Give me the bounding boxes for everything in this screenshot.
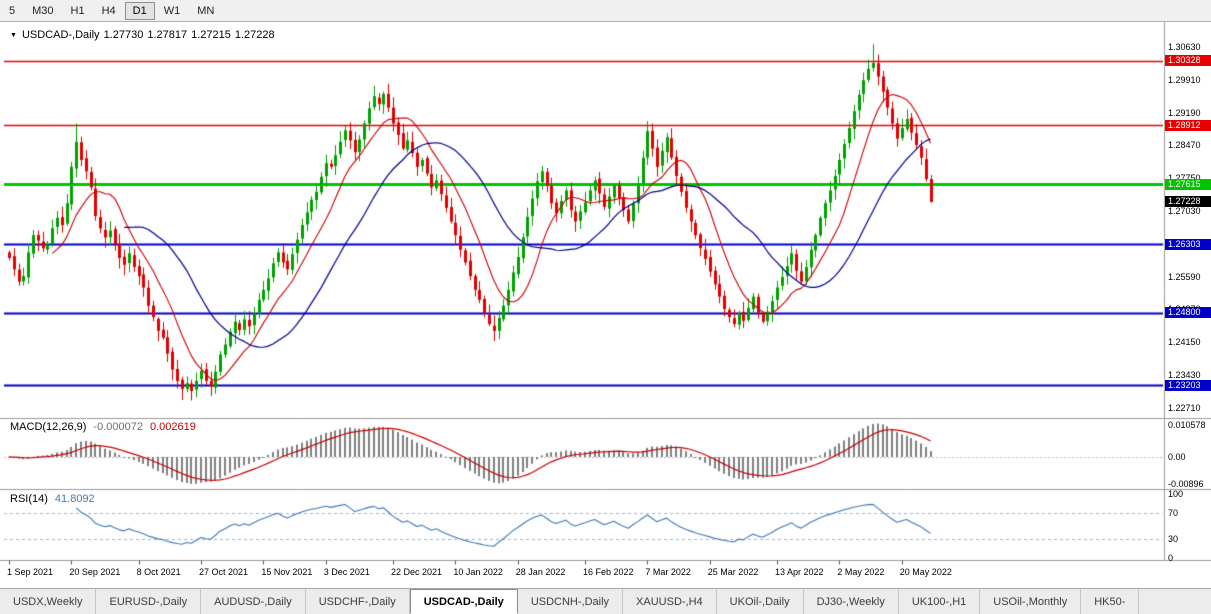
date-axis-label: 25 Mar 2022 — [707, 567, 759, 577]
timeframe-button-h4[interactable]: H4 — [101, 4, 116, 17]
macd-value-signal: 0.002619 — [149, 421, 196, 433]
chart-tab-hk50[interactable]: HK50- — [1081, 589, 1140, 614]
hline-price-tag: 1.28912 — [1165, 119, 1211, 131]
rsi-axis-label: 70 — [1168, 508, 1179, 519]
date-axis-label: 1 Sep 2021 — [7, 567, 54, 577]
price-axis-label: 1.30630 — [1168, 42, 1201, 52]
price-axis-label: 1.22710 — [1168, 402, 1201, 413]
date-axis-label: 22 Dec 2021 — [391, 567, 443, 577]
chart-tab-uk100-h1[interactable]: UK100-,H1 — [899, 589, 981, 614]
date-axis-label: 15 Nov 2021 — [261, 567, 313, 577]
macd-axis-label: 0.00 — [1168, 451, 1186, 462]
chart-canvas[interactable] — [0, 22, 1211, 588]
rsi-name: RSI(14) — [10, 493, 48, 505]
chart-title: ▼ USDCAD-,Daily 1.27730 1.27817 1.27215 1.272… — [10, 29, 279, 41]
rsi-axis-label: 100 — [1168, 489, 1184, 499]
ohlc-low: 1.27215 — [191, 29, 231, 41]
timeframe-toolbar: 5 M30 H1 H4 D1 W1 MN — [0, 0, 1211, 22]
date-axis-label: 20 Sep 2021 — [69, 567, 121, 577]
chart-tab-usoil-monthly[interactable]: USOil-,Monthly — [980, 589, 1082, 614]
chart-tab-eurusd-daily[interactable]: EURUSD-,Daily — [96, 589, 202, 614]
current-price-tag: 1.27228 — [1165, 196, 1211, 208]
price-axis-label: 1.27750 — [1168, 173, 1201, 183]
hline-price-tag: 1.27615 — [1165, 178, 1211, 190]
chart-tab-bar: USDX,Weekly EURUSD-,Daily AUDUSD-,Daily USD… — [0, 588, 1211, 614]
ohlc-open: 1.27730 — [103, 29, 144, 41]
macd-value-main: -0.000072 — [93, 421, 143, 433]
chart-tab-usdx-weekly[interactable]: USDX,Weekly — [0, 589, 97, 614]
chart-tab-dj30-weekly[interactable]: DJ30-,Weekly — [804, 589, 899, 614]
date-axis-label: 16 Feb 2022 — [583, 567, 634, 577]
rsi-label: RSI(14) 41.8092 — [10, 493, 95, 505]
hline-price-tag: 1.24800 — [1165, 307, 1211, 319]
date-axis-label: 3 Dec 2021 — [323, 567, 370, 577]
timeframe-button-mn[interactable]: MN — [197, 4, 215, 17]
chart-collapse-icon[interactable]: ▼ — [10, 32, 17, 39]
date-axis-label: 13 Apr 2022 — [775, 567, 824, 577]
date-axis-label: 8 Oct 2021 — [136, 567, 181, 577]
price-axis-label: 1.29910 — [1168, 74, 1201, 85]
macd-axis-label: -0.00896 — [1168, 479, 1204, 489]
price-axis-label: 1.29190 — [1168, 107, 1201, 118]
date-axis-label: 27 Oct 2021 — [199, 567, 249, 577]
macd-name: MACD(12,26,9) — [10, 421, 87, 433]
date-axis-label: 2 May 2022 — [837, 567, 885, 577]
chart-tab-audusd-daily[interactable]: AUDUSD-,Daily — [201, 589, 306, 614]
timeframe-button-m30[interactable]: M30 — [32, 4, 54, 17]
hline-price-tag: 1.23203 — [1165, 379, 1211, 391]
timeframe-button-d1[interactable]: D1 — [124, 1, 155, 20]
price-axis-label: 1.23430 — [1168, 370, 1201, 380]
macd-label: MACD(12,26,9) -0.000072 0.002619 — [10, 421, 196, 433]
rsi-axis-label: 0 — [1168, 553, 1174, 563]
rsi-axis-label: 30 — [1168, 533, 1179, 544]
date-axis-label: 7 Mar 2022 — [645, 567, 691, 577]
date-axis-label: 20 May 2022 — [899, 567, 952, 577]
ohlc-close: 1.27228 — [234, 29, 275, 41]
hline-price-tag: 1.26303 — [1165, 238, 1211, 250]
ohlc-high: 1.27817 — [147, 29, 188, 41]
chart-symbol-label: USDCAD-,Daily — [21, 29, 100, 41]
date-axis-label: 10 Jan 2022 — [453, 567, 503, 577]
price-axis-label: 1.24150 — [1168, 337, 1201, 348]
timeframe-button-w1[interactable]: W1 — [163, 4, 181, 17]
price-axis-label: 1.25590 — [1168, 271, 1201, 282]
chart-tab-usdcad-daily[interactable]: USDCAD-,Daily — [409, 589, 518, 614]
price-axis-label: 1.27030 — [1168, 206, 1201, 216]
chart-tab-usdcnh-daily[interactable]: USDCNH-,Daily — [518, 589, 624, 614]
rsi-value: 41.8092 — [54, 493, 95, 505]
macd-axis-label: 0.010578 — [1168, 420, 1206, 430]
chart-tab-xauusd-h4[interactable]: XAUUSD-,H4 — [623, 589, 717, 614]
timeframe-button-h1[interactable]: H1 — [70, 4, 85, 17]
date-axis-label: 28 Jan 2022 — [515, 567, 566, 577]
price-axis-label: 1.28470 — [1168, 140, 1201, 151]
timeframe-button-5[interactable]: 5 — [9, 4, 16, 17]
chart-window: ▼ USDCAD-,Daily 1.27730 1.27817 1.27215 1.272… — [0, 22, 1211, 588]
chart-tab-usdchf-daily[interactable]: USDCHF-,Daily — [306, 589, 410, 614]
hline-price-tag: 1.30328 — [1165, 55, 1211, 67]
chart-tab-ukoil-daily[interactable]: UKOil-,Daily — [717, 589, 804, 614]
